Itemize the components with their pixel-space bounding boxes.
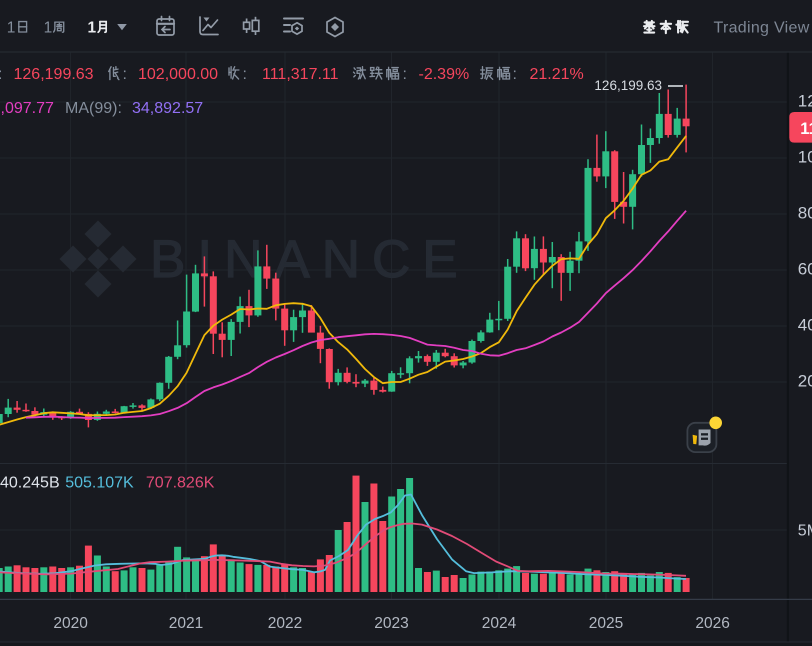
svg-text:505.107K: 505.107K [65, 474, 134, 491]
svg-text::: : [123, 66, 127, 83]
svg-text::: : [243, 66, 247, 83]
svg-text:2021: 2021 [169, 615, 203, 632]
svg-text:126,199.63: 126,199.63 [594, 78, 662, 93]
svg-text:102,000.00: 102,000.00 [138, 66, 218, 83]
svg-text:120,000.00: 120,000.00 [798, 92, 812, 111]
svg-text:100,000.00: 100,000.00 [798, 148, 812, 167]
svg-text:2020: 2020 [53, 615, 88, 632]
svg-text:Trading View: Trading View [714, 20, 810, 37]
svg-text:40.245B: 40.245B [0, 474, 60, 491]
svg-text:111,317.11: 111,317.11 [800, 120, 812, 138]
svg-text:20,000.00: 20,000.00 [798, 372, 812, 391]
svg-text:80,000.00: 80,000.00 [798, 204, 812, 223]
svg-text:MA(99):: MA(99): [65, 100, 122, 117]
svg-text:1: 1 [88, 19, 97, 36]
svg-text:34,892.57: 34,892.57 [132, 100, 203, 117]
svg-text::: : [513, 66, 517, 83]
svg-text:2023: 2023 [374, 615, 408, 632]
svg-text:1: 1 [44, 19, 53, 36]
svg-text:707.826K: 707.826K [146, 474, 215, 491]
svg-text:126,199.63: 126,199.63 [14, 66, 94, 83]
svg-text::: : [0, 66, 2, 83]
svg-text:2025: 2025 [589, 615, 623, 632]
svg-text:40,000.00: 40,000.00 [798, 316, 812, 335]
svg-text:60,000.00: 60,000.00 [798, 260, 812, 279]
svg-text:2024: 2024 [482, 615, 517, 632]
svg-text:-2.39%: -2.39% [419, 66, 470, 83]
svg-text:21.21%: 21.21% [530, 66, 584, 83]
svg-text:,097.77: ,097.77 [1, 100, 54, 117]
svg-text:5M: 5M [798, 522, 812, 539]
svg-text:2022: 2022 [268, 615, 302, 632]
svg-text:BINANCE: BINANCE [150, 230, 470, 289]
svg-text:1: 1 [7, 19, 16, 36]
svg-text::: : [403, 66, 407, 83]
svg-text:2026: 2026 [695, 615, 729, 632]
svg-text:111,317.11: 111,317.11 [262, 66, 339, 83]
